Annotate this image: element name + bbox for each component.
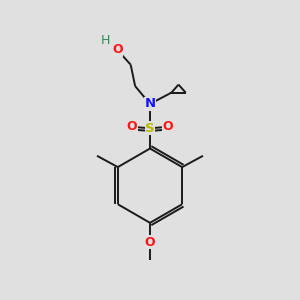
Text: S: S <box>145 122 155 135</box>
Text: O: O <box>163 120 173 133</box>
Text: O: O <box>127 120 137 133</box>
Text: H: H <box>101 34 110 46</box>
Text: N: N <box>144 98 156 110</box>
Text: O: O <box>112 43 123 56</box>
Text: O: O <box>145 236 155 249</box>
